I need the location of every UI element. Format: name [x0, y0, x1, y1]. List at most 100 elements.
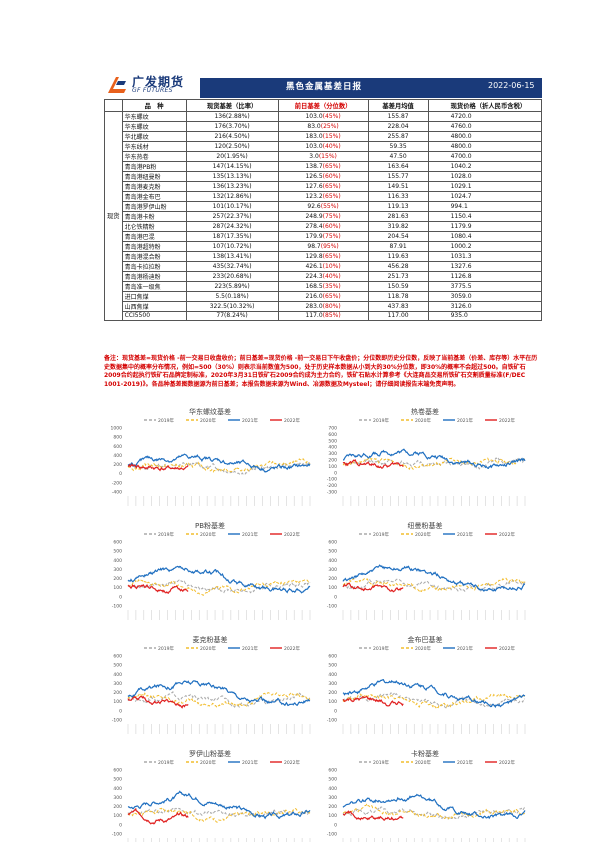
y-tick-label: 200	[328, 690, 337, 696]
cell-avg: 119.13	[367, 201, 429, 212]
cell-avg: 87.91	[367, 241, 429, 252]
chart-svg: 麦克粉基差 2019年 2020年 2021年 2022年 600 500 400 300 200…	[112, 635, 311, 734]
legend-label: 2022年	[499, 645, 515, 652]
legend-label: 2022年	[284, 417, 300, 424]
y-tick-label: 0	[119, 594, 122, 600]
y-tick-label: -100	[112, 604, 122, 610]
cell-avg: 118.78	[367, 291, 429, 302]
chart-svg: 罗伊山粉基差 2019年 2020年 2021年 2022年 600 500 400 300 20…	[112, 749, 311, 842]
y-tick-label: 500	[328, 438, 337, 444]
series-line-2022年	[342, 582, 404, 593]
table-row: 青岛港金布巴 132(12.86%) 123.2(65%) 116.33 1024.7	[105, 191, 543, 202]
prev-basis-value: 103.0	[305, 113, 323, 120]
cell-basis: 77(8.24%)	[185, 311, 279, 321]
y-tick-label: 0	[334, 708, 337, 714]
percentile-value: (25%)	[320, 123, 339, 130]
table-row: 青岛港杨迪粉 233(20.68%) 224.3(40%) 251.73 1126.8	[105, 271, 543, 282]
cell-name: 青岛准一级焦	[121, 281, 187, 292]
y-tick-label: 200	[328, 576, 337, 582]
y-tick-label: 400	[328, 786, 337, 792]
series-line-2022年	[127, 808, 189, 825]
legend-label: 2020年	[415, 645, 431, 652]
chart-svg: 卡粉基差 2019年 2020年 2021年 2022年 600 500 400 300 200 1…	[327, 749, 526, 842]
y-tick-label: -100	[112, 718, 122, 724]
chart-svg: 金布巴基差 2019年 2020年 2021年 2022年 600 500 400 300 200…	[327, 635, 526, 734]
basis-chart: 麦克粉基差 2019年 2020年 2021年 2022年 600 500 400 300 200…	[104, 634, 316, 754]
cell-name: 青岛港超特粉	[121, 241, 187, 252]
series-line-2022年	[127, 583, 189, 594]
legend-label: 2020年	[200, 531, 216, 538]
cell-price: 1150.4	[427, 211, 543, 222]
series-line-2019年	[342, 806, 526, 820]
y-tick-label: 200	[328, 458, 337, 464]
cell-avg: 149.51	[367, 181, 429, 192]
legend-label: 2021年	[242, 759, 258, 766]
y-tick-label: -100	[327, 718, 337, 724]
cell-price: 4800.0	[427, 141, 543, 152]
legend-label: 2022年	[499, 417, 515, 424]
chart-title: 热卷基差	[411, 407, 439, 416]
y-tick-label: 500	[328, 777, 337, 783]
legend-label: 2020年	[200, 645, 216, 652]
table-row: 华北螺纹 216(4.50%) 183.0(15%) 255.87 4800.0	[105, 131, 543, 142]
prev-basis-value: 92.6	[307, 203, 321, 210]
prev-basis-value: 117.0	[305, 312, 323, 320]
series-line-2021年	[127, 680, 311, 707]
y-tick-label: -200	[112, 480, 122, 486]
y-tick-label: 200	[113, 690, 122, 696]
cell-price: 1080.4	[427, 231, 543, 242]
series-line-2021年	[127, 453, 311, 473]
cell-avg: 204.54	[367, 231, 429, 242]
series-line-2020年	[127, 578, 311, 596]
table-row: 华东螺纹 176(3.70%) 83.0(25%) 228.04 4760.0	[105, 121, 543, 132]
cell-avg: 163.64	[367, 161, 429, 172]
cell-prev: 103.0(45%)	[277, 111, 369, 122]
basis-table: 品 种 现货基差（比率） 前日基差（分位数） 基差月均值 现货价格（折人民币含税…	[104, 99, 543, 321]
cell-prev: 179.9(75%)	[277, 231, 369, 242]
prev-basis-value: 426.1	[305, 263, 323, 270]
cell-name: 山西焦煤	[121, 301, 187, 312]
cell-price: 1126.8	[427, 271, 543, 282]
cell-price: 3775.5	[427, 281, 543, 292]
prev-basis-value: 183.0	[305, 133, 323, 140]
cell-avg: 116.33	[367, 191, 429, 202]
legend-label: 2021年	[457, 417, 473, 424]
legend-label: 2020年	[200, 759, 216, 766]
percentile-value: (75%)	[322, 233, 341, 240]
cell-name: 北仑铁精粉	[121, 221, 187, 232]
legend-label: 2020年	[200, 417, 216, 424]
company-name-cn: 广发期货	[132, 75, 185, 89]
legend-label: 2020年	[415, 759, 431, 766]
table-row: 青岛港纽曼粉 135(13.13%) 126.5(60%) 155.77 1028.0	[105, 171, 543, 182]
y-tick-label: 200	[328, 804, 337, 810]
series-line-2020年	[127, 806, 311, 823]
prev-basis-value: 98.7	[307, 243, 321, 250]
basis-chart: PB粉基差 2019年 2020年 2021年 2022年 600 500 400 300 200…	[104, 520, 316, 640]
cell-avg: 228.04	[367, 121, 429, 132]
series-line-2019年	[127, 806, 311, 818]
cell-price: 1024.7	[427, 191, 543, 202]
legend-label: 2019年	[373, 759, 389, 766]
y-tick-label: -100	[327, 604, 337, 610]
y-tick-label: 200	[113, 576, 122, 582]
prev-basis-value: 224.3	[305, 273, 323, 280]
table-row: CCI5500 77(8.24%) 117.0(85%) 117.00 935.0	[105, 311, 543, 321]
cell-prev: 216.0(65%)	[277, 291, 369, 302]
cell-name: 华东螺纹	[121, 121, 187, 132]
legend-label: 2019年	[158, 417, 174, 424]
cell-basis: 136(2.88%)	[185, 111, 279, 122]
cell-basis: 187(17.35%)	[185, 231, 279, 242]
y-tick-label: 600	[113, 768, 122, 774]
prev-basis-value: 179.9	[305, 233, 323, 240]
cell-basis: 287(24.32%)	[185, 221, 279, 232]
basis-chart: 纽曼粉基差 2019年 2020年 2021年 2022年 600 500 400 300 200…	[319, 520, 531, 640]
series-line-2022年	[128, 463, 189, 472]
legend-label: 2019年	[158, 645, 174, 652]
cell-name: 青岛港麦克粉	[121, 181, 187, 192]
logo-background	[104, 72, 200, 100]
y-tick-label: 600	[328, 540, 337, 546]
cell-basis: 322.5(10.32%)	[185, 301, 279, 312]
series-line-2019年	[342, 578, 526, 593]
cell-price: 4800.0	[427, 131, 543, 142]
cell-basis: 136(13.23%)	[185, 181, 279, 192]
